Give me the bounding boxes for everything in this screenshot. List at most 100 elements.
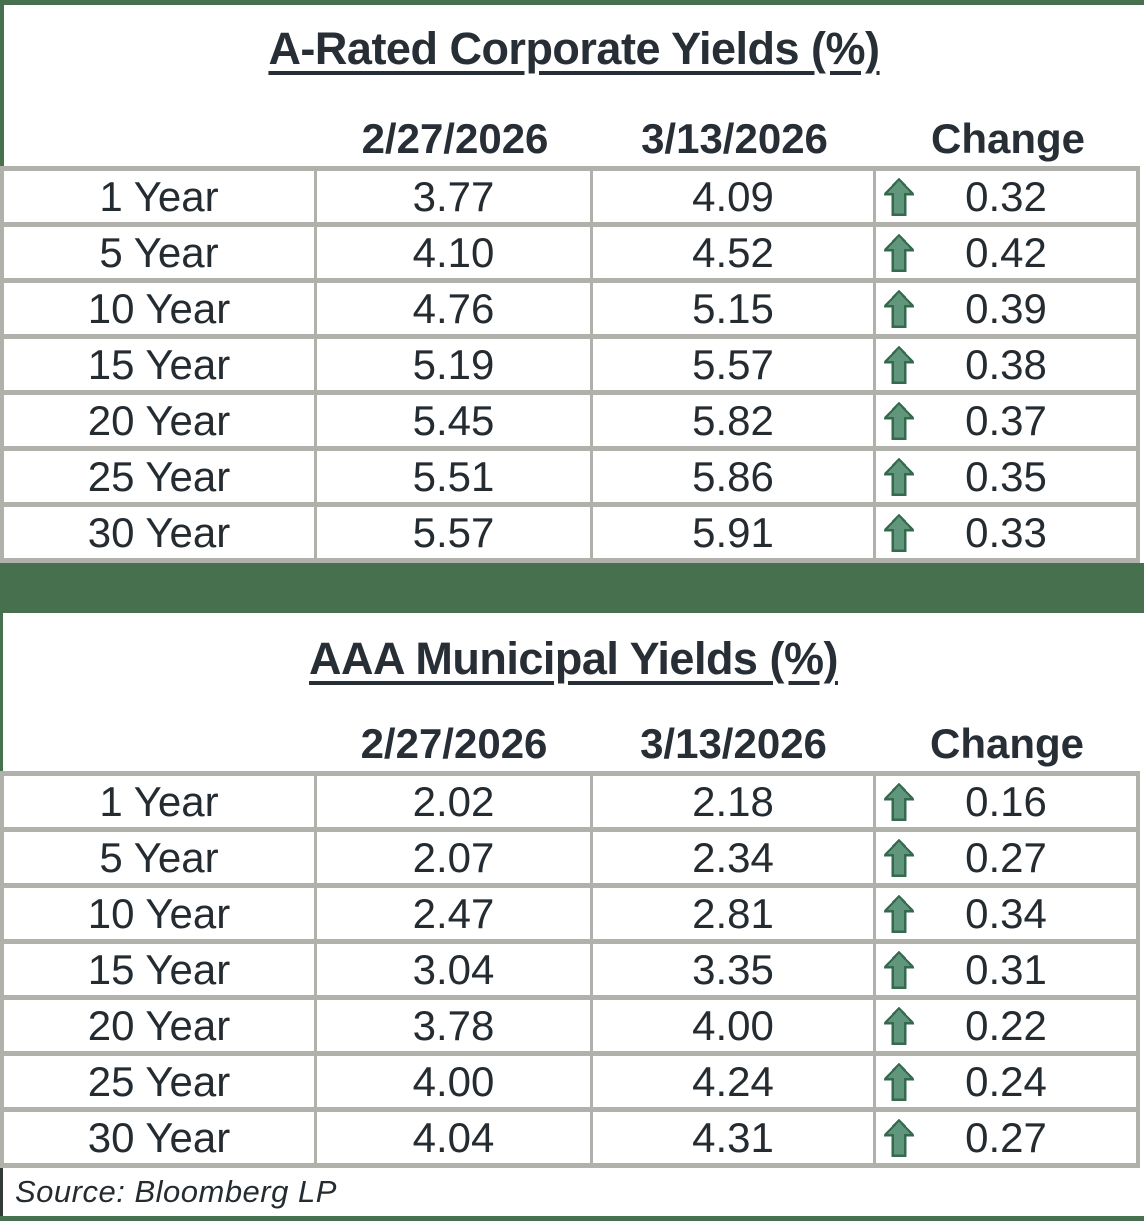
prev-yield-cell: 4.04 [317,1112,593,1163]
prev-yield-cell: 5.57 [317,507,593,558]
change-cell: 0.24 [876,1056,1136,1107]
change-value: 0.37 [965,396,1047,444]
corporate-yields-table: 1 Year 3.77 4.09 0.32 5 Year 4.10 4.52 0… [0,166,1140,563]
change-value: 0.22 [965,1001,1047,1049]
table-row: 1 Year 3.77 4.09 0.32 [4,171,1136,222]
term-cell: 20 Year [4,395,317,446]
column-header-term [3,721,316,767]
curr-yield-cell: 4.00 [593,1000,876,1051]
up-arrow-icon [884,1062,914,1101]
change-value: 0.24 [965,1057,1047,1105]
change-value: 0.27 [965,1113,1047,1161]
column-header-curr-date: 3/13/2026 [640,719,827,767]
change-cell: 0.32 [876,171,1136,222]
change-value: 0.38 [965,340,1047,388]
column-header-curr-date: 3/13/2026 [641,114,828,162]
table-row: 10 Year 2.47 2.81 0.34 [4,888,1136,939]
change-value: 0.42 [965,228,1047,276]
up-arrow-icon [884,401,914,440]
curr-yield-cell: 4.52 [593,227,876,278]
change-value: 0.16 [965,777,1047,825]
municipal-column-headers: 2/27/2026 3/13/2026 Change [3,719,1139,771]
up-arrow-icon [884,457,914,496]
term-cell: 25 Year [4,1056,317,1107]
change-cell: 0.34 [876,888,1136,939]
term-cell: 10 Year [4,888,317,939]
curr-yield-cell: 2.34 [593,832,876,883]
up-arrow-icon [884,177,914,216]
curr-yield-cell: 5.86 [593,451,876,502]
municipal-table-header: AAA Municipal Yields (%) 2/27/2026 3/13/… [0,613,1144,771]
change-value: 0.31 [965,945,1047,993]
change-cell: 0.27 [876,832,1136,883]
term-cell: 15 Year [4,944,317,995]
table-row: 15 Year 5.19 5.57 0.38 [4,339,1136,390]
curr-yield-cell: 3.35 [593,944,876,995]
table-row: 1 Year 2.02 2.18 0.16 [4,776,1136,827]
up-arrow-icon [884,1006,914,1045]
term-cell: 30 Year [4,1112,317,1163]
curr-yield-cell: 5.91 [593,507,876,558]
change-cell: 0.27 [876,1112,1136,1163]
table-row: 25 Year 5.51 5.86 0.35 [4,451,1136,502]
table-row: 10 Year 4.76 5.15 0.39 [4,283,1136,334]
up-arrow-icon [884,1118,914,1157]
up-arrow-icon [884,950,914,989]
top-border [0,0,1144,5]
column-header-prev-date: 2/27/2026 [360,719,548,767]
change-cell: 0.22 [876,1000,1136,1051]
prev-yield-cell: 5.19 [317,339,593,390]
change-cell: 0.33 [876,507,1136,558]
curr-yield-cell: 2.18 [593,776,876,827]
curr-yield-cell: 5.15 [593,283,876,334]
change-cell: 0.42 [876,227,1136,278]
change-value: 0.35 [965,452,1047,500]
curr-yield-cell: 4.31 [593,1112,876,1163]
change-cell: 0.38 [876,339,1136,390]
table-row: 5 Year 4.10 4.52 0.42 [4,227,1136,278]
change-value: 0.27 [965,833,1047,881]
prev-yield-cell: 5.45 [317,395,593,446]
column-header-change: Change [929,719,1084,767]
up-arrow-icon [884,345,914,384]
term-cell: 15 Year [4,339,317,390]
change-cell: 0.16 [876,776,1136,827]
prev-yield-cell: 4.10 [317,227,593,278]
source-label: Source: Bloomberg LP [15,1174,337,1209]
source-row: Source: Bloomberg LP [0,1168,1144,1216]
curr-yield-cell: 4.24 [593,1056,876,1107]
up-arrow-icon [884,513,914,552]
change-cell: 0.31 [876,944,1136,995]
change-value: 0.34 [965,889,1047,937]
up-arrow-icon [884,894,914,933]
table-row: 20 Year 3.78 4.00 0.22 [4,1000,1136,1051]
table-row: 30 Year 4.04 4.31 0.27 [4,1112,1136,1163]
corporate-table-title: A-Rated Corporate Yields (%) [268,23,880,74]
corporate-table-header: A-Rated Corporate Yields (%) 2/27/2026 3… [0,5,1144,166]
prev-yield-cell: 4.00 [317,1056,593,1107]
term-cell: 10 Year [4,283,317,334]
prev-yield-cell: 5.51 [317,451,593,502]
term-cell: 5 Year [4,227,317,278]
change-cell: 0.37 [876,395,1136,446]
prev-yield-cell: 2.47 [317,888,593,939]
table-row: 25 Year 4.00 4.24 0.24 [4,1056,1136,1107]
term-cell: 1 Year [4,171,317,222]
curr-yield-cell: 5.82 [593,395,876,446]
section-divider [0,563,1144,613]
column-header-term [4,116,317,162]
change-value: 0.32 [965,172,1047,220]
column-header-change: Change [930,114,1085,162]
change-cell: 0.39 [876,283,1136,334]
up-arrow-icon [884,233,914,272]
term-cell: 25 Year [4,451,317,502]
table-row: 30 Year 5.57 5.91 0.33 [4,507,1136,558]
table-row: 5 Year 2.07 2.34 0.27 [4,832,1136,883]
up-arrow-icon [884,289,914,328]
corporate-column-headers: 2/27/2026 3/13/2026 Change [4,114,1140,166]
term-cell: 1 Year [4,776,317,827]
table-row: 15 Year 3.04 3.35 0.31 [4,944,1136,995]
term-cell: 5 Year [4,832,317,883]
up-arrow-icon [884,838,914,877]
